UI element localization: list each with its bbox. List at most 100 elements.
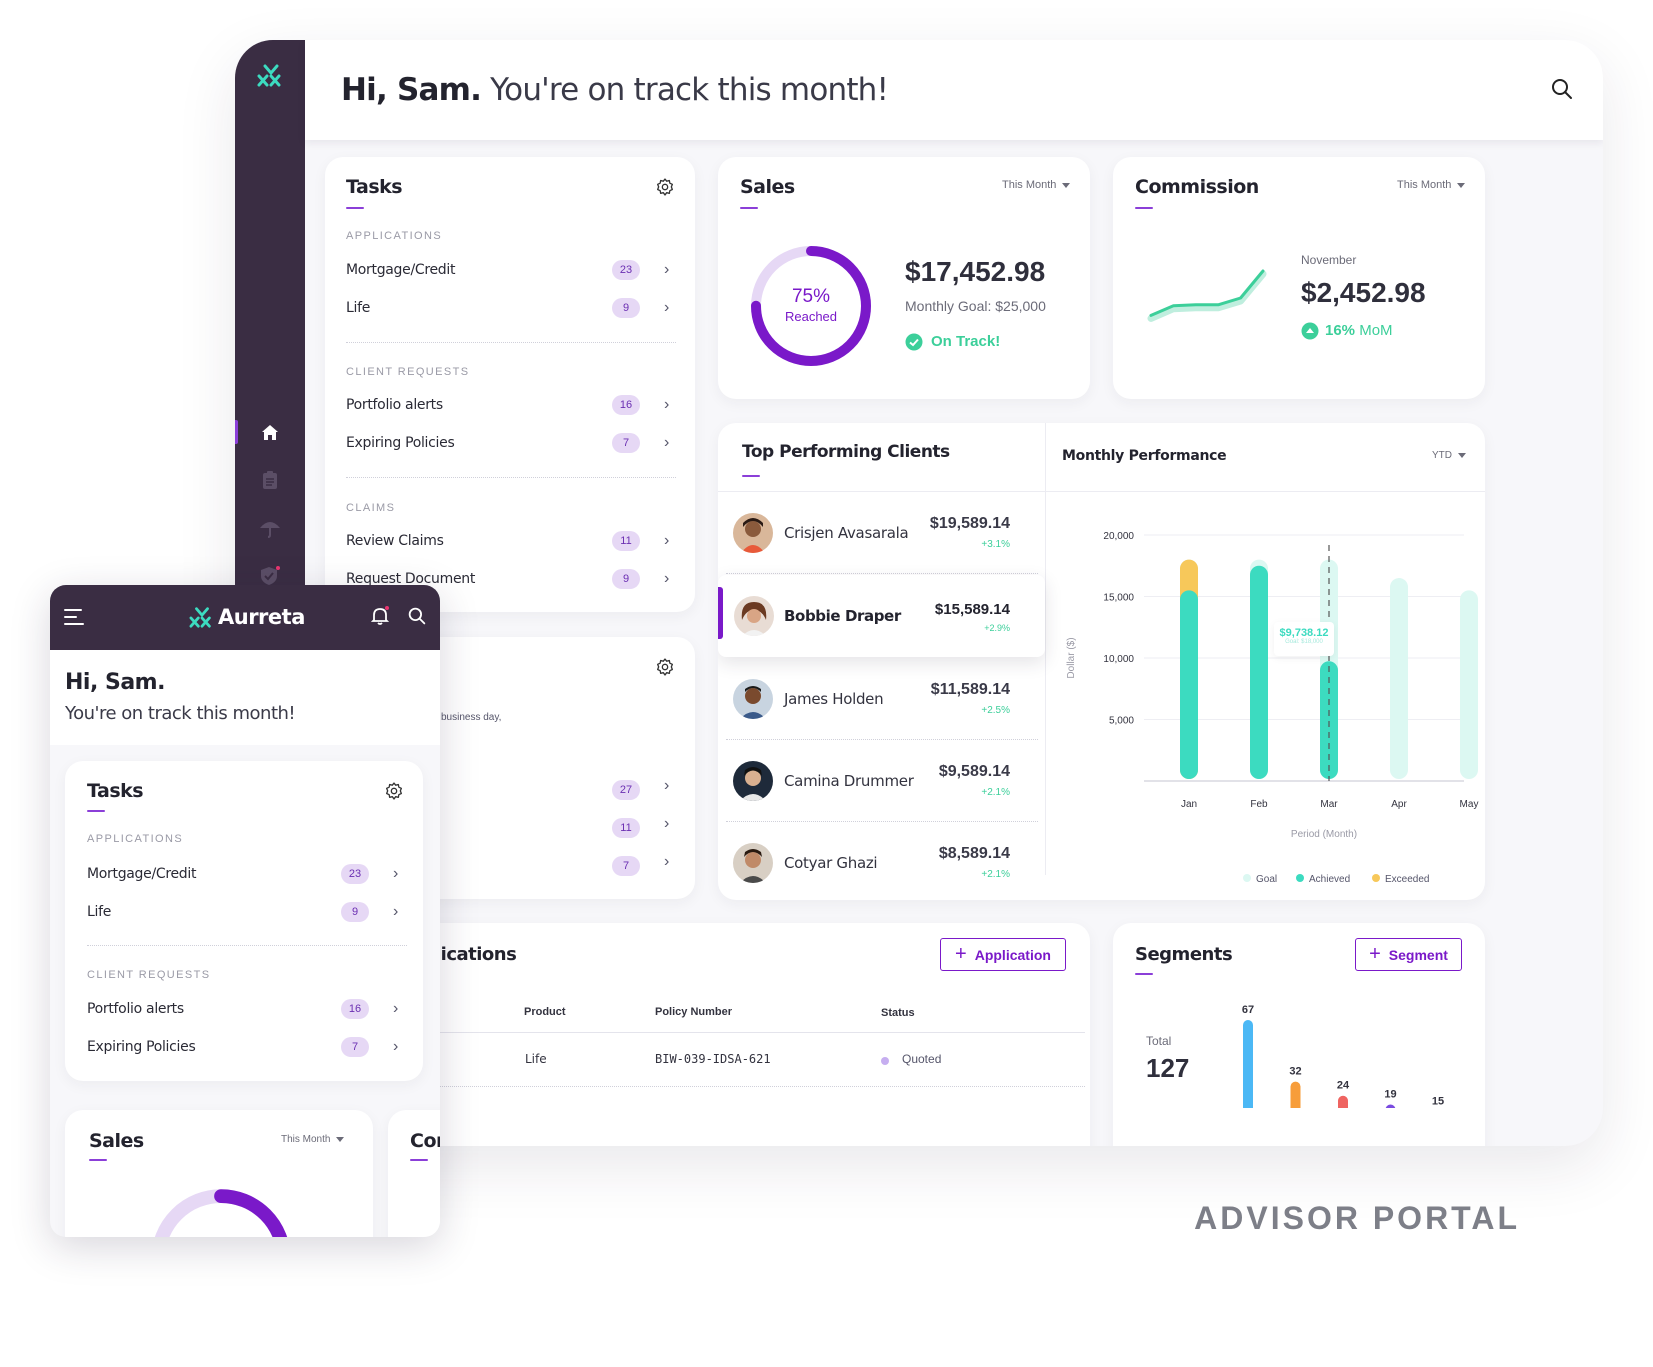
card-title: Segments [1135, 944, 1233, 965]
task-item-expiring-policies[interactable]: Expiring Policies 7 › [346, 433, 670, 453]
card-title: lications [435, 944, 517, 965]
achieved-bar [1320, 661, 1338, 779]
chevron-right-icon: › [393, 903, 399, 920]
client-avatar [733, 761, 773, 801]
chevron-right-icon: › [664, 532, 670, 549]
segment-value-label: 15 [1432, 1096, 1444, 1108]
task-item-portfolio-alerts[interactable]: Portfolio alerts 16 › [346, 395, 670, 415]
sales-progress-ring [751, 246, 871, 366]
client-avatar [734, 596, 774, 636]
page-greeting: Hi, Sam. You're on track this month! [341, 72, 889, 108]
period-dropdown[interactable]: This Month [281, 1134, 345, 1145]
mobile-sales-card: Sales This Month [65, 1110, 373, 1237]
search-icon[interactable] [1551, 78, 1573, 100]
chevron-right-icon: › [664, 396, 670, 413]
description-text: business day, [441, 712, 502, 723]
commission-sparkline [1147, 269, 1267, 322]
client-avatar [733, 843, 773, 883]
task-item-life[interactable]: Life 9 › [346, 298, 670, 318]
count-badge: 11 [612, 531, 640, 551]
mobile-topbar: Aurreta [50, 585, 440, 650]
client-row[interactable]: James Holden $11,589.14 +2.5% [718, 658, 1045, 740]
achieved-bar [1250, 565, 1268, 779]
chevron-right-icon[interactable]: › [664, 815, 670, 832]
sales-progress-ring [151, 1189, 291, 1237]
achieved-bar [1180, 590, 1198, 779]
add-segment-button[interactable]: + Segment [1355, 938, 1462, 971]
commission-change: 16% MoM [1325, 322, 1393, 339]
y-axis-label: Dollar ($) [1066, 637, 1077, 678]
segment-bar [1385, 1104, 1396, 1108]
client-row-selected[interactable]: Bobbie Draper $15,589.14 +2.9% [718, 575, 1045, 657]
task-item-life[interactable]: Life 9 › [87, 902, 399, 922]
settings-gear-icon[interactable] [655, 177, 675, 197]
chevron-right-icon[interactable]: › [664, 853, 670, 870]
period-dropdown[interactable]: This Month [1002, 179, 1071, 191]
add-application-button[interactable]: + Application [940, 938, 1066, 971]
count-badge: 9 [612, 569, 640, 589]
column-header: Status [881, 1007, 915, 1019]
section-label: CLAIMS [346, 502, 396, 514]
segment-bar [1243, 1020, 1253, 1108]
commission-month: November [1301, 253, 1357, 267]
tasks-card: Tasks APPLICATIONS Mortgage/Credit 23 › … [325, 157, 695, 612]
chart-title: Monthly Performance [1062, 448, 1227, 464]
count-badge: 16 [341, 999, 369, 1019]
sales-status: On Track! [931, 333, 1001, 350]
client-row[interactable]: Cotyar Ghazi $8,589.14 +2.1% [718, 822, 1045, 900]
task-item-review-claims[interactable]: Review Claims 11 › [346, 531, 670, 551]
nav-home-icon[interactable] [235, 412, 305, 452]
segment-value-label: 32 [1289, 1066, 1301, 1078]
sales-percent: 75% [791, 286, 831, 307]
legend-label: Goal [1256, 874, 1277, 885]
segment-value-label: 24 [1337, 1080, 1350, 1092]
count-badge: 16 [612, 395, 640, 415]
period-dropdown[interactable]: This Month [1397, 179, 1466, 191]
chevron-right-icon: › [393, 1038, 399, 1055]
settings-gear-icon[interactable] [384, 781, 404, 801]
column-header: Product [524, 1006, 566, 1018]
period-dropdown[interactable]: YTD [1432, 450, 1466, 461]
chevron-right-icon[interactable]: › [664, 777, 670, 794]
card-title: Commission [1135, 176, 1259, 198]
check-circle-icon [905, 333, 923, 351]
task-item-mortgage[interactable]: Mortgage/Credit 23 › [87, 864, 399, 884]
task-item-request-document[interactable]: Request Document 9 › [346, 569, 670, 589]
commission-card: Commission This Month November $2,452.98… [1113, 157, 1485, 399]
client-row[interactable]: Camina Drummer $9,589.14 +2.1% [718, 740, 1045, 822]
search-icon[interactable] [408, 607, 426, 625]
plus-icon: + [955, 943, 967, 965]
top-header: Hi, Sam. You're on track this month! [305, 40, 1603, 140]
sparkline-shadow [1147, 270, 1267, 322]
settings-gear-icon[interactable] [655, 657, 675, 677]
task-item-portfolio-alerts[interactable]: Portfolio alerts 16 › [87, 999, 399, 1019]
count-badge: 23 [612, 260, 640, 280]
bell-icon[interactable] [371, 605, 389, 627]
brand-logo-icon[interactable] [256, 62, 286, 88]
nav-clipboard-icon[interactable] [235, 460, 305, 500]
legend-swatch [1372, 874, 1380, 882]
goal-bar [1460, 590, 1478, 779]
segment-value-label: 67 [1242, 1004, 1254, 1016]
task-item-expiring-policies[interactable]: Expiring Policies 7 › [87, 1037, 399, 1057]
status-dot [881, 1057, 889, 1065]
section-label: CLIENT REQUESTS [346, 366, 470, 378]
card-title: Sales [740, 176, 795, 198]
performance-card: Top Performing Clients Crisjen Avasarala… [718, 423, 1485, 900]
segment-bar [1338, 1095, 1348, 1108]
chevron-right-icon: › [393, 865, 399, 882]
brand-name: Aurreta [218, 605, 305, 629]
hamburger-menu-icon[interactable] [64, 609, 84, 625]
task-item-mortgage[interactable]: Mortgage/Credit 23 › [346, 260, 670, 280]
nav-shield-icon[interactable] [235, 556, 305, 596]
sparkline-line [1149, 269, 1265, 317]
x-axis-label: Period (Month) [1291, 829, 1357, 840]
caret-down-icon [336, 1137, 345, 1142]
sales-reached-label: Reached [784, 309, 838, 324]
commission-amount: $2,452.98 [1301, 277, 1426, 308]
card-title: Com [410, 1130, 440, 1152]
count-badge: 9 [341, 902, 369, 922]
client-row[interactable]: Crisjen Avasarala $19,589.14 +3.1% [718, 492, 1045, 574]
nav-umbrella-icon[interactable] [235, 508, 305, 548]
legend-swatch [1296, 874, 1304, 882]
